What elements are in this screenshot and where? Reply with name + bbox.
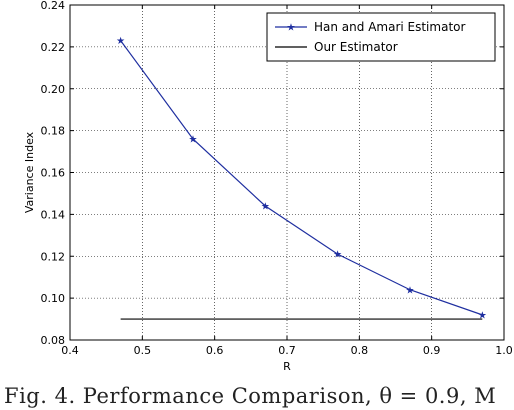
y-tick-label: 0.18 — [41, 125, 66, 138]
x-tick-label: 0.6 — [206, 344, 224, 357]
y-tick-label: 0.22 — [41, 41, 66, 54]
x-tick-label: 0.9 — [423, 344, 441, 357]
y-tick-label: 0.20 — [41, 83, 66, 96]
series-layer: ★ ★ ★ ★ ★ ★ — [116, 36, 487, 321]
x-tick-label: 0.4 — [61, 344, 79, 357]
data-point-star-icon: ★ — [405, 285, 414, 296]
x-tick-label: 1.0 — [495, 344, 513, 357]
y-tick-label: 0.10 — [41, 292, 66, 305]
x-axis-label: R — [283, 360, 291, 373]
x-tick-label: 0.5 — [134, 344, 152, 357]
data-point-star-icon: ★ — [261, 202, 270, 213]
y-tick-label: 0.14 — [41, 208, 66, 221]
x-tick-label: 0.8 — [351, 344, 369, 357]
data-point-star-icon: ★ — [116, 36, 125, 47]
y-tick-label: 0.16 — [41, 167, 66, 180]
y-tick-labels: 0.08 0.10 0.12 0.14 0.16 0.18 0.20 0.22 0.24 — [41, 0, 66, 347]
legend-label-our-estimator: Our Estimator — [314, 40, 398, 54]
y-tick-label: 0.24 — [41, 0, 66, 12]
series-line-0 — [120, 40, 483, 316]
y-tick-label: 0.12 — [41, 250, 66, 263]
y-tick-label: 0.08 — [41, 334, 66, 347]
figure-caption: Fig. 4. Performance Comparison, θ = 0.9,… — [4, 384, 497, 408]
legend: ★ Han and Amari Estimator Our Estimator — [266, 12, 496, 62]
data-point-star-icon: ★ — [333, 250, 342, 261]
legend-label-han-amari: Han and Amari Estimator — [314, 20, 465, 34]
x-tick-labels: 0.4 0.5 0.6 0.7 0.8 0.9 1.0 — [61, 344, 513, 357]
axis-ticks — [69, 4, 505, 341]
data-point-star-icon: ★ — [478, 310, 487, 321]
data-point-star-icon: ★ — [188, 135, 197, 146]
chart: ★ ★ ★ ★ ★ ★ 0.4 0.5 0.6 0.7 0.8 0.9 1.0 0.08 0.10 0.1… — [23, 0, 513, 373]
legend-marker-star-icon: ★ — [287, 23, 296, 34]
x-tick-label: 0.7 — [278, 344, 296, 357]
legend-box — [266, 12, 496, 62]
y-axis-label: Variance Index — [23, 131, 36, 213]
